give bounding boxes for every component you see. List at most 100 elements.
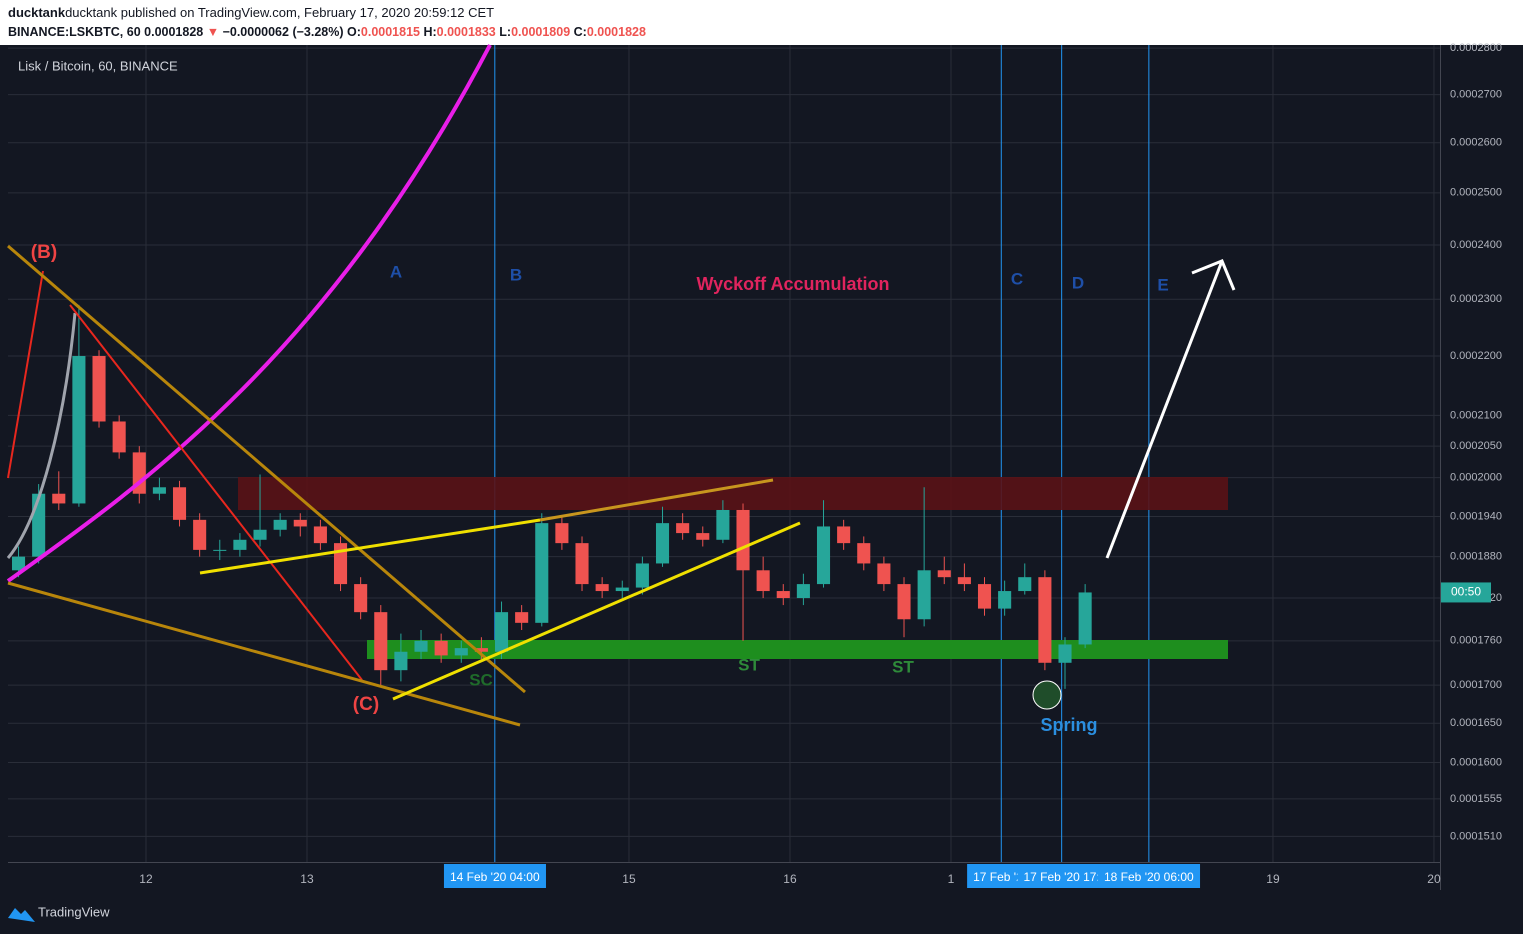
candle-body [575,543,589,585]
candle-body [11,556,26,571]
candle-body [1018,577,1032,592]
o-label: O: [347,25,361,39]
parabolic-curve [6,44,492,583]
annotation: Wyckoff Accumulation [696,274,889,294]
x-tick-label: 12 [139,872,153,886]
candle-body [615,587,629,592]
y-tick-label: 0.0002000 [1450,472,1502,484]
logo [8,908,35,922]
candle-body [354,584,368,613]
candle-body [696,533,710,540]
y-tick-label: 0.0002600 [1450,137,1502,149]
candle-body [494,612,509,652]
support-zone [367,640,1228,659]
candle-body [676,523,690,534]
axes: 0.0002800 0.0002700 0.0002600 0.0002500 0.00… [139,42,1502,888]
l-label: L: [499,25,511,39]
candle-body [515,612,529,623]
candle-body [52,493,66,504]
y-tick-label: 0.0001555 [1450,793,1502,805]
annotation: D [1072,273,1084,292]
candle-body [454,648,468,656]
annotation: SC [469,670,493,689]
marker-label: 18 Feb '20 06:00 [1104,870,1194,884]
footer: TradingView [8,904,110,922]
marker-label-bg [1017,864,1106,888]
price-tag [1441,582,1491,603]
wedge-top [7,244,526,694]
candle-body [957,577,971,585]
candle-body [816,526,831,585]
wedge-bottom [7,581,521,727]
marker-label: 17 Feb '20 [973,870,1030,884]
marker-label: 14 Feb '20 04:00 [450,870,540,884]
candle-body [998,591,1012,609]
symbol: BINANCE:LSKBTC, 60 [8,25,141,39]
annotation: ST [738,655,760,674]
y-tick-label: 0.0002300 [1450,293,1502,305]
candle-body [555,523,569,544]
y-tick-label: 0.0001650 [1450,717,1502,729]
zones [238,477,1228,659]
candle-body [595,584,609,592]
channel-top [199,518,541,575]
change: −0.0000062 (−3.28%) [223,25,344,39]
candle-body [313,526,327,544]
candle-body [92,356,106,422]
candle-body [72,356,86,504]
candle-body [1078,592,1092,645]
marker-label-bg [443,864,546,888]
annotations: Lisk / Bitcoin, 60, BINANCE (B) (C) A B C D E Wy… [18,58,1169,734]
x-tick-label: 1 [948,872,955,886]
y-tick-label: 0.0002700 [1450,89,1502,101]
candle-body [112,421,126,453]
price-axis-border [1440,45,1441,890]
y-tick-label: 0.0001760 [1450,635,1502,647]
h-value: 0.0001833 [437,25,496,39]
candle-body [897,584,911,620]
last-price: 0.0001828 [144,25,203,39]
x-tick-label: 19 [1266,872,1280,886]
l-value: 0.0001809 [511,25,570,39]
candle-body [434,640,448,656]
candle-body [152,487,166,494]
candle-body [917,570,931,620]
quote-line: BINANCE:LSKBTC, 60 0.0001828 ▼ −0.000006… [8,25,646,39]
candle-body [233,539,247,550]
y-tick-label: 0.0001510 [1450,830,1502,842]
chart-title: Lisk / Bitcoin, 60, BINANCE [18,58,178,73]
candle-body [394,651,408,671]
x-tick-label: 15 [622,872,636,886]
channel-bottom [392,521,801,701]
y-tick-label: 0.0002200 [1450,350,1502,362]
x-tick-label: 16 [783,872,797,886]
channel-top-ext [539,478,774,522]
annotation: A [390,262,402,281]
candle-body [796,584,810,599]
candle-body [877,563,891,585]
h-label: H: [423,25,436,39]
candle-body [172,487,187,520]
candle-body [937,570,951,578]
annotation: (B) [31,242,57,263]
y-tick-label: 0.0001700 [1450,679,1502,691]
y-tick-label: 0.0002500 [1450,187,1502,199]
y-tick-label: 0.0002050 [1450,440,1502,452]
annotation: Spring [1041,715,1098,735]
candle-body [374,612,388,671]
arrow-shaft [1105,260,1224,559]
candle-body [253,529,267,540]
y-tick-label: 0.0001940 [1450,510,1502,522]
candle-body [655,523,670,564]
arrow-head [1191,259,1236,291]
candle-body [1058,644,1072,663]
candle-body [414,640,428,652]
candle-body [213,549,227,551]
y-tick-label: 0.0002100 [1450,409,1502,421]
candle-body [736,509,750,571]
y-tick-label: 0.0001880 [1450,551,1502,563]
x-tick-label: 13 [300,872,314,886]
resistance-zone [238,477,1228,510]
down-arrow: ▼ [207,25,219,39]
c-value: 0.0001828 [587,25,646,39]
